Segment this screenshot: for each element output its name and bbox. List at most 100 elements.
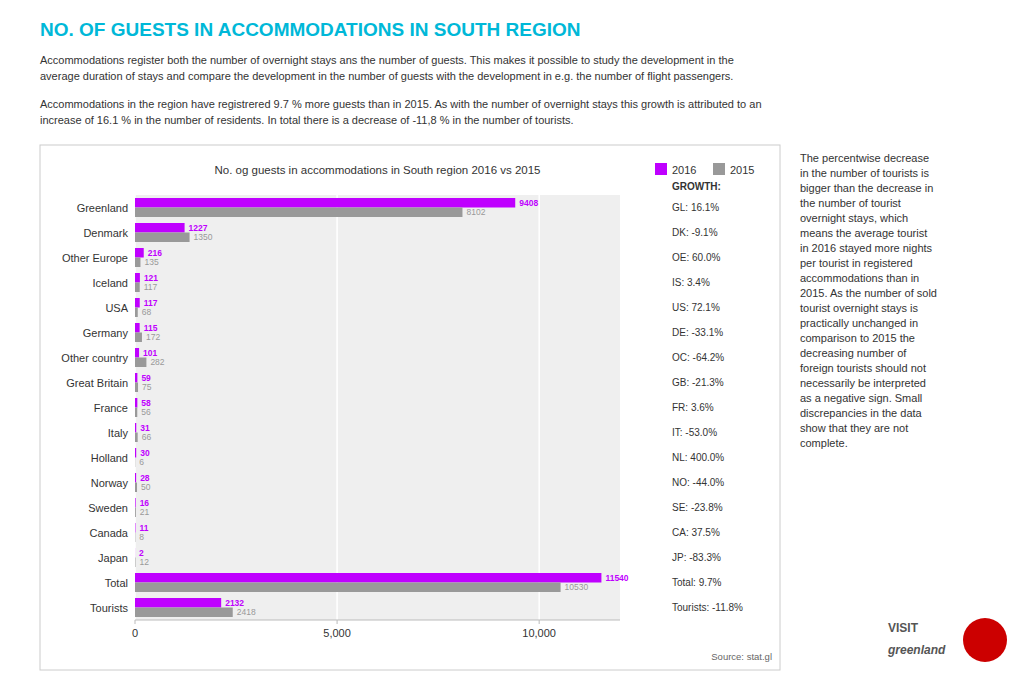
growth-label: DK: -9.1% bbox=[672, 227, 718, 238]
growth-label: Tourists: -11.8% bbox=[672, 602, 743, 613]
bar bbox=[135, 558, 136, 568]
data-label: 6 bbox=[139, 457, 144, 467]
data-label: 1350 bbox=[194, 232, 213, 242]
growth-label: IS: 3.4% bbox=[672, 277, 710, 288]
growth-label: OC: -64.2% bbox=[672, 352, 724, 363]
category-label: Iceland bbox=[93, 277, 128, 289]
bar bbox=[135, 523, 136, 533]
bar bbox=[135, 273, 140, 283]
category-label: Tourists bbox=[90, 602, 128, 614]
bar bbox=[135, 498, 136, 508]
category-label: Other Europe bbox=[62, 252, 128, 264]
text-line: in the number of tourists is bbox=[800, 167, 930, 179]
data-label: 30 bbox=[140, 448, 150, 458]
text-line: accommodations than in bbox=[800, 272, 919, 284]
bar bbox=[135, 533, 136, 543]
bar bbox=[135, 198, 515, 208]
text-line: increase of 16.1 % in the number of resi… bbox=[40, 114, 574, 126]
plot-area bbox=[135, 195, 620, 620]
category-label: Denmark bbox=[83, 227, 128, 239]
category-label: Japan bbox=[98, 552, 128, 564]
bar bbox=[135, 323, 140, 333]
category-label: Total bbox=[105, 577, 128, 589]
source: Source: stat.gl bbox=[711, 651, 772, 662]
paragraph: Accommodations register both the number … bbox=[40, 54, 734, 82]
growth-label: OE: 60.0% bbox=[672, 252, 720, 263]
data-label: 11540 bbox=[605, 573, 628, 583]
bar bbox=[135, 598, 221, 608]
text-line: in 2016 stayed more nights bbox=[800, 242, 933, 254]
category-label: Great Britain bbox=[66, 377, 128, 389]
data-label: 1227 bbox=[189, 223, 208, 233]
growth-label: FR: 3.6% bbox=[672, 402, 714, 413]
data-label: 16 bbox=[140, 498, 150, 508]
data-label: 21 bbox=[140, 507, 150, 517]
category-label: Norway bbox=[91, 477, 129, 489]
data-label: 115 bbox=[144, 323, 158, 333]
bar bbox=[135, 508, 136, 518]
data-label: 75 bbox=[142, 382, 152, 392]
bar bbox=[135, 223, 185, 233]
tick-label: 5,000 bbox=[323, 627, 351, 639]
text-line: decreasing number of bbox=[800, 347, 907, 359]
data-label: 10530 bbox=[565, 582, 589, 592]
bar bbox=[135, 358, 146, 368]
data-label: 135 bbox=[144, 257, 158, 267]
data-label: 31 bbox=[140, 423, 150, 433]
tick-label: 0 bbox=[132, 627, 138, 639]
growth-label: DE: -33.1% bbox=[672, 327, 723, 338]
data-label: 121 bbox=[144, 273, 158, 283]
bar bbox=[135, 608, 233, 618]
category-label: Italy bbox=[108, 427, 129, 439]
bar bbox=[135, 433, 138, 443]
tick-mark bbox=[135, 620, 136, 624]
data-label: 282 bbox=[150, 357, 164, 367]
category-label: USA bbox=[105, 302, 128, 314]
text-line: overnight stays, which bbox=[800, 212, 908, 224]
bar bbox=[135, 398, 137, 408]
data-label: 117 bbox=[144, 282, 158, 292]
bar bbox=[135, 333, 142, 343]
growth-label: NO: -44.0% bbox=[672, 477, 724, 488]
tick-mark bbox=[337, 620, 338, 624]
bar bbox=[135, 373, 137, 383]
data-label: 12 bbox=[139, 557, 149, 567]
text-line: Accommodations register both the number … bbox=[40, 54, 734, 66]
data-label: 56 bbox=[141, 407, 151, 417]
growth-label: GB: -21.3% bbox=[672, 377, 724, 388]
bar bbox=[135, 423, 136, 433]
legend-label: 2016 bbox=[672, 164, 696, 176]
text-line: comparison to 2015 the bbox=[800, 332, 915, 344]
growth-label: NL: 400.0% bbox=[672, 452, 724, 463]
growth-label: US: 72.1% bbox=[672, 302, 720, 313]
data-label: 68 bbox=[142, 307, 152, 317]
text-line: means the average tourist bbox=[800, 227, 927, 239]
logo-circle bbox=[963, 618, 1007, 662]
category-label: Germany bbox=[83, 327, 129, 339]
data-label: 216 bbox=[148, 248, 162, 258]
legend: 20162015 bbox=[655, 163, 754, 176]
logo: VISITgreenland bbox=[887, 618, 1007, 662]
tick-mark bbox=[539, 620, 540, 624]
bar bbox=[135, 258, 140, 268]
text-line: 2015. As the number of sold bbox=[800, 287, 937, 299]
growth-label: JP: -83.3% bbox=[672, 552, 721, 563]
bar bbox=[135, 383, 138, 393]
data-label: 28 bbox=[140, 473, 150, 483]
bar bbox=[135, 348, 139, 358]
paragraph: Accommodations in the region have regist… bbox=[40, 98, 762, 126]
legend-swatch bbox=[713, 163, 725, 175]
text-line: practically unchanged in bbox=[800, 317, 918, 329]
text-line: bigger than the decrease in bbox=[800, 182, 933, 194]
page: NO. OF GUESTS IN ACCOMMODATIONS IN SOUTH… bbox=[0, 0, 1024, 683]
bar bbox=[135, 283, 140, 293]
category-label: France bbox=[94, 402, 128, 414]
main-title: NO. OF GUESTS IN ACCOMMODATIONS IN SOUTH… bbox=[40, 19, 580, 40]
category-label: Canada bbox=[89, 527, 128, 539]
category-label: Holland bbox=[91, 452, 128, 464]
side-text: The percentwise decreasein the number of… bbox=[800, 152, 937, 449]
bar bbox=[135, 448, 136, 458]
text-line: Accommodations in the region have regist… bbox=[40, 98, 762, 110]
bar bbox=[135, 548, 136, 558]
data-label: 59 bbox=[141, 373, 151, 383]
